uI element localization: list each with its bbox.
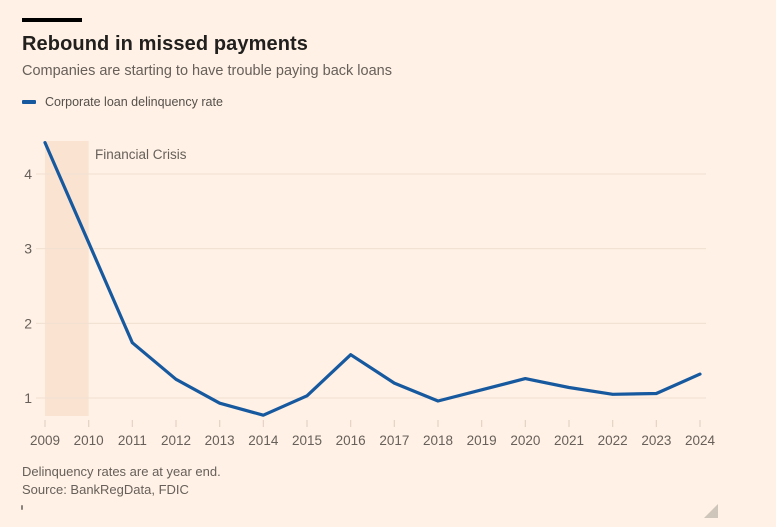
x-axis-label: 2013: [205, 433, 235, 448]
y-axis-label: 3: [24, 241, 32, 257]
x-axis-label: 2017: [379, 433, 409, 448]
x-axis-label: 2023: [641, 433, 671, 448]
legend: Corporate loan delinquency rate: [22, 95, 223, 109]
x-axis-label: 2021: [554, 433, 584, 448]
x-axis-label: 2024: [685, 433, 716, 448]
x-axis-label: 2018: [423, 433, 453, 448]
y-axis-label: 2: [24, 315, 32, 331]
x-axis-label: 2020: [510, 433, 540, 448]
chart-footer: Delinquency rates are at year end. Sourc…: [22, 463, 221, 498]
resize-handle-icon[interactable]: [704, 504, 718, 518]
x-axis-label: 2009: [30, 433, 60, 448]
x-axis-label: 2011: [118, 433, 147, 448]
x-axis-label: 2022: [598, 433, 628, 448]
source-line: Source: BankRegData, FDIC: [22, 481, 189, 497]
x-axis-label: 2012: [161, 433, 191, 448]
line-chart: Financial Crisis 1 2 3 4 2009 2010 2011 2012 2013…: [24, 141, 716, 448]
chart-subtitle: Companies are starting to have trouble p…: [22, 63, 392, 79]
y-axis-label: 4: [24, 166, 32, 182]
chart-title: Rebound in missed payments: [22, 33, 308, 55]
legend-line-swatch-icon: [22, 100, 36, 104]
legend-label: Corporate loan delinquency rate: [45, 95, 223, 109]
x-axis-label: 2015: [292, 433, 322, 448]
x-axis-label: 2014: [248, 433, 279, 448]
crisis-band: [45, 141, 89, 416]
x-axis-label: 2016: [336, 433, 366, 448]
annotation-label: Financial Crisis: [95, 147, 187, 162]
delinquency-rate-line: [43, 141, 702, 417]
title-rule: [22, 18, 82, 22]
footnote: Delinquency rates are at year end.: [22, 464, 221, 479]
x-axis-label: 2019: [467, 433, 497, 448]
y-axis-label: 1: [24, 390, 32, 406]
x-axis-label: 2010: [74, 433, 104, 448]
stray-mark: [21, 505, 23, 510]
